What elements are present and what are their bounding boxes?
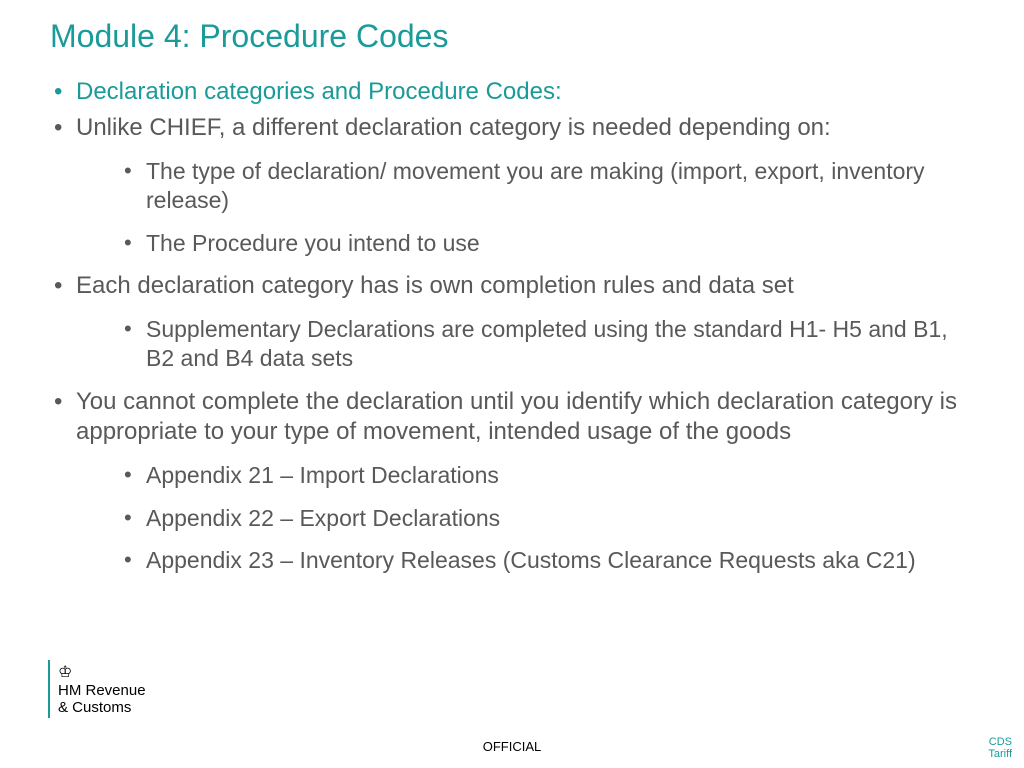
bullet-text: You cannot complete the declaration unti… (76, 388, 957, 445)
bullet-procedure-intend: The Procedure you intend to use (120, 229, 974, 258)
bullet-declaration-categories: Declaration categories and Procedure Cod… (50, 77, 974, 107)
bullet-appendix-22: Appendix 22 – Export Declarations (120, 504, 974, 533)
slide-title: Module 4: Procedure Codes (50, 18, 974, 55)
bullet-list-level2: Supplementary Declarations are completed… (120, 315, 974, 373)
bullet-appendix-21: Appendix 21 – Import Declarations (120, 461, 974, 490)
bullet-text: Unlike CHIEF, a different declaration ca… (76, 114, 831, 141)
hmrc-logo: ♔ HM Revenue & Customs (48, 660, 146, 718)
bullet-list-level1: Declaration categories and Procedure Cod… (50, 77, 974, 575)
bullet-list-level2: Appendix 21 – Import Declarations Append… (120, 461, 974, 575)
bullet-list-level2: The type of declaration/ movement you ar… (120, 157, 974, 257)
footer-classification: OFFICIAL (483, 739, 542, 754)
bullet-appendix-23: Appendix 23 – Inventory Releases (Custom… (120, 546, 974, 575)
bullet-unlike-chief: Unlike CHIEF, a different declaration ca… (50, 113, 974, 257)
bullet-text: Each declaration category has is own com… (76, 272, 794, 299)
footer-right-label: CDS Tariff (984, 736, 1012, 760)
bullet-cannot-complete: You cannot complete the declaration unti… (50, 387, 974, 575)
bullet-each-category: Each declaration category has is own com… (50, 271, 974, 373)
bullet-supplementary: Supplementary Declarations are completed… (120, 315, 974, 373)
logo-line1: HM Revenue (58, 683, 146, 700)
crown-icon: ♔ (58, 662, 146, 682)
logo-accent-bar (48, 660, 50, 718)
bullet-type-declaration: The type of declaration/ movement you ar… (120, 157, 974, 215)
logo-line2: & Customs (58, 700, 146, 717)
